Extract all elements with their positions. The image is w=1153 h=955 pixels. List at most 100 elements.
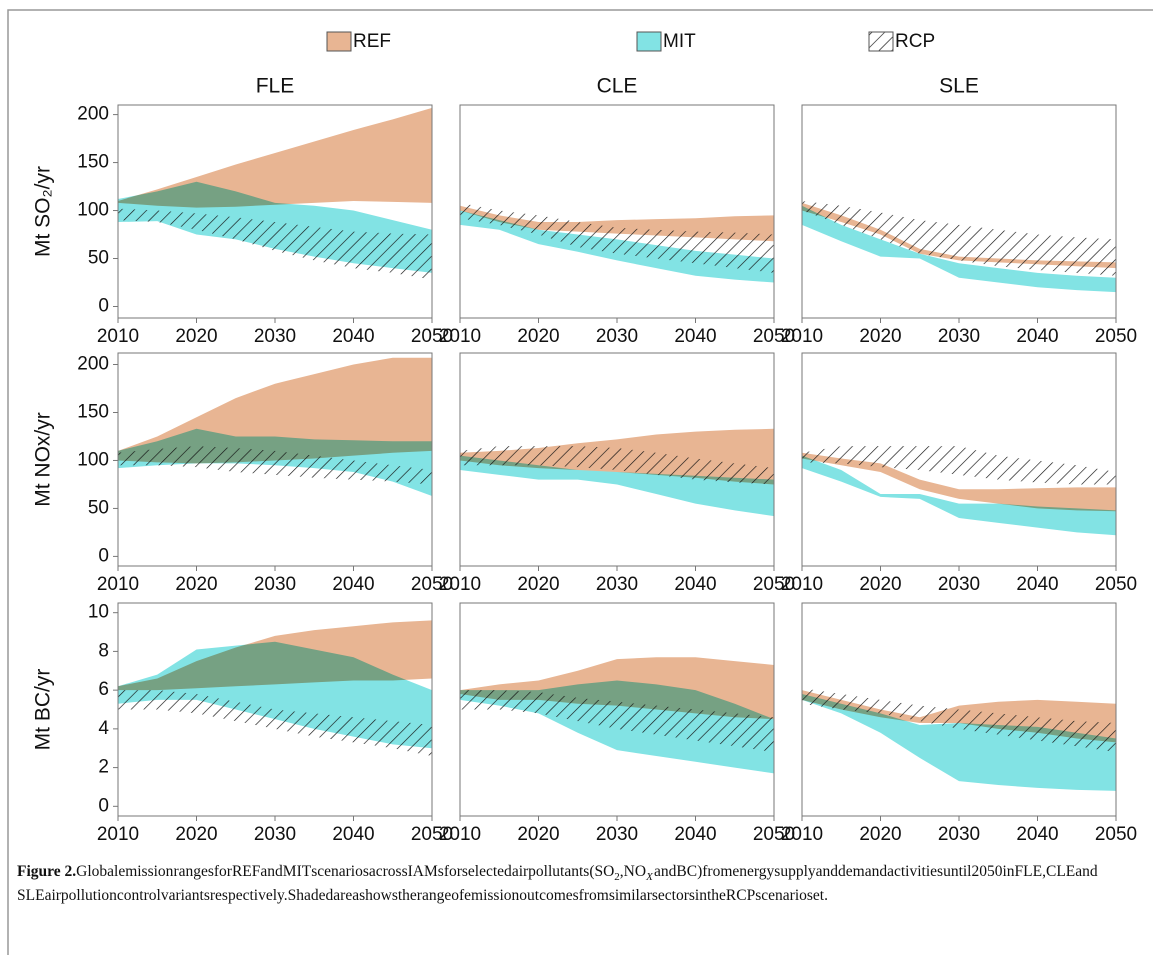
- caption-text: scenario: [755, 887, 811, 904]
- x-tick-label: 2020: [175, 326, 217, 347]
- caption-text: emission: [118, 863, 177, 880]
- x-tick-label: 2010: [97, 824, 139, 845]
- caption-text: set.: [807, 887, 828, 904]
- y-axis-label: Mt BC/yr: [32, 669, 55, 751]
- y-tick-label: 200: [77, 354, 109, 375]
- x-tick-label: 2030: [938, 574, 980, 595]
- y-tick-label: 10: [88, 602, 109, 623]
- legend: REF MIT RCP: [326, 31, 935, 52]
- x-tick-label: 2020: [175, 824, 217, 845]
- panel: CLE 2010 2020 2030 2040 2050: [439, 75, 795, 347]
- panel: Mt BC/yr 2010 2020 2030 2040 2050 0 2 4 6 8 10: [32, 602, 454, 845]
- caption-text: in: [1002, 863, 1018, 880]
- caption-text: selected: [462, 863, 516, 880]
- caption-text: and: [260, 863, 286, 880]
- frame: [7, 9, 1153, 955]
- caption-text: shows: [359, 887, 402, 904]
- caption-text: Shaded: [288, 887, 338, 904]
- rcp-range: [802, 688, 1116, 753]
- caption-text: pollution: [61, 887, 121, 904]
- caption-label: Figure 2.: [17, 863, 76, 880]
- x-tick-label: 2050: [753, 574, 795, 595]
- x-tick-label: 2050: [1095, 824, 1137, 845]
- x-tick-label: 2050: [1095, 326, 1137, 347]
- y-tick-label: 2: [98, 757, 109, 778]
- rcp-range: [460, 446, 774, 485]
- x-tick-label: 2020: [859, 574, 901, 595]
- y-tick-label: 50: [88, 497, 109, 518]
- x-tick-label: 2040: [332, 824, 374, 845]
- caption-subscript: 2: [614, 871, 620, 883]
- x-tick-label: 2050: [1095, 574, 1137, 595]
- caption-text: variants: [161, 887, 214, 904]
- x-tick-label: 2010: [781, 574, 823, 595]
- x-tick-label: 2050: [411, 326, 453, 347]
- rcp-range: [118, 208, 432, 280]
- y-tick-label: 150: [77, 402, 109, 423]
- caption-text: across: [369, 863, 412, 880]
- legend-label: RCP: [895, 31, 935, 52]
- caption-text: from: [702, 863, 736, 880]
- x-tick-label: 2050: [411, 824, 453, 845]
- y-tick-label: 6: [98, 679, 109, 700]
- y-tick-label: 4: [98, 718, 109, 739]
- caption-text: from: [579, 887, 613, 904]
- rcp-range: [118, 446, 432, 485]
- caption-text: sectors: [652, 887, 699, 904]
- caption-text: REF: [232, 863, 264, 880]
- x-tick-label: 2030: [596, 824, 638, 845]
- caption-text: NO: [624, 863, 646, 880]
- y-axis-label: Mt SO₂/yr: [32, 166, 55, 257]
- x-tick-label: 2040: [332, 574, 374, 595]
- panel: Mt NOx/yr 2010 2020 2030 2040 2050 0 50 100 150 20…: [32, 352, 453, 595]
- y-tick-label: 8: [98, 640, 109, 661]
- caption-text: in: [695, 887, 711, 904]
- x-tick-label: 2030: [254, 574, 296, 595]
- x-tick-label: 2030: [254, 824, 296, 845]
- y-tick-label: 200: [77, 104, 109, 125]
- y-tick-label: 100: [77, 200, 109, 221]
- rcp-range: [802, 446, 1116, 485]
- caption-text: emission: [464, 887, 523, 904]
- y-tick-label: 0: [98, 795, 109, 816]
- panel: 2010 2020 2030 2040 2050: [781, 602, 1137, 845]
- caption-text: the: [707, 887, 730, 904]
- caption-text: air: [512, 863, 532, 880]
- x-tick-label: 2010: [97, 326, 139, 347]
- mit-range: [802, 694, 1116, 791]
- x-tick-label: 2020: [859, 326, 901, 347]
- x-tick-label: 2010: [439, 824, 481, 845]
- rcp-range: [460, 690, 774, 753]
- caption-text: and: [1075, 863, 1101, 880]
- y-tick-label: 100: [77, 449, 109, 470]
- caption-text: 2050: [971, 863, 1006, 880]
- column-title: SLE: [939, 75, 979, 98]
- plot-frame: [459, 104, 775, 319]
- x-tick-label: 2030: [596, 574, 638, 595]
- legend-swatch: [636, 31, 662, 52]
- x-tick-label: 2040: [332, 326, 374, 347]
- caption-text: the: [398, 887, 421, 904]
- caption-text: of: [451, 887, 468, 904]
- caption-text: outcomes: [519, 887, 582, 904]
- caption-text: FLE,: [1015, 863, 1050, 880]
- x-tick-label: 2050: [411, 574, 453, 595]
- x-tick-label: 2040: [1016, 824, 1058, 845]
- panel: 2010 2020 2030 2040 2050: [439, 602, 795, 845]
- rcp-range: [118, 690, 432, 756]
- caption-text: SLE: [17, 887, 48, 904]
- x-tick-label: 2040: [1016, 326, 1058, 347]
- x-tick-label: 2020: [517, 326, 559, 347]
- caption-subscript: X: [645, 871, 654, 883]
- caption-text: similar: [609, 887, 656, 904]
- x-tick-label: 2030: [254, 326, 296, 347]
- column-title: FLE: [256, 75, 295, 98]
- caption-text: RCP: [726, 887, 759, 904]
- x-tick-label: 2030: [938, 326, 980, 347]
- caption-text: (SO: [589, 863, 614, 880]
- caption-text: range: [417, 887, 455, 904]
- caption-text: and: [654, 863, 680, 880]
- legend-label: REF: [353, 31, 391, 52]
